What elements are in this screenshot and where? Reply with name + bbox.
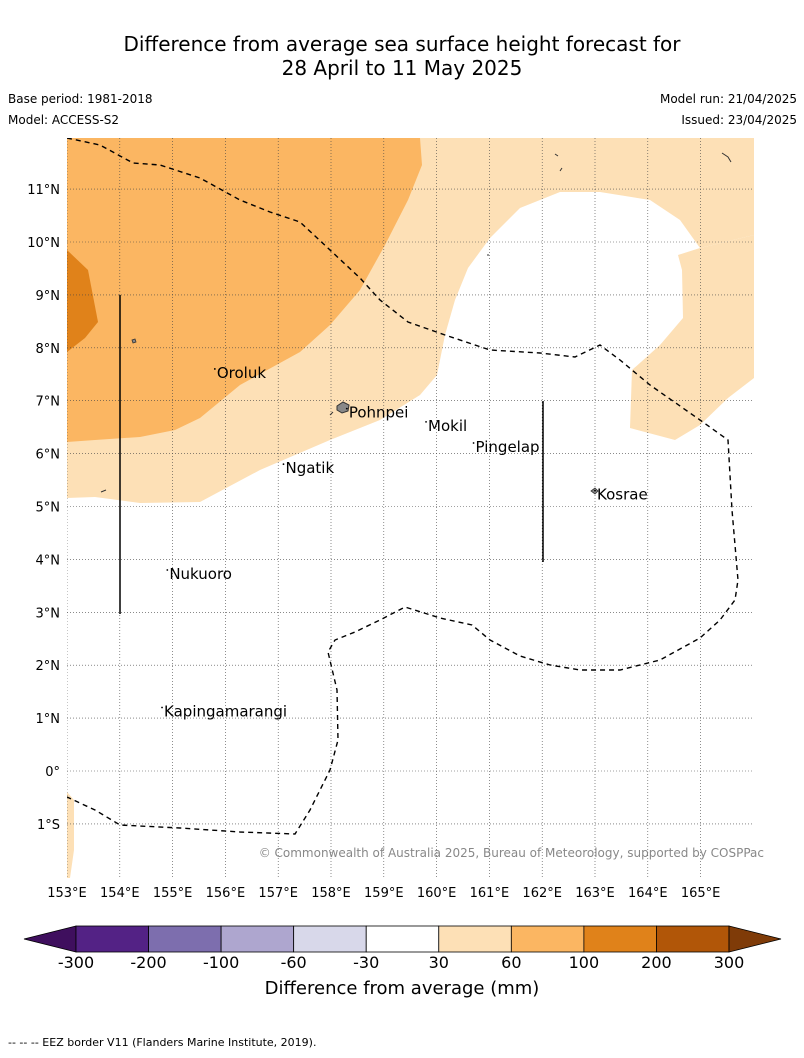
colorbar-tick-label: 200: [641, 953, 672, 972]
lat-tick-label: 5°N: [36, 501, 61, 516]
latitude-labels: 11°N 10°N 9°N 8°N 7°N 6°N 5°N 4°N 3°N 2°N 1°N 0° 1°S: [27, 183, 60, 833]
lat-tick-label: 8°N: [36, 342, 61, 357]
lon-tick-label: 160°E: [417, 886, 457, 901]
eez-border-north: [67, 138, 739, 835]
colorbar-segment: [656, 925, 730, 953]
islet-north-1: [554, 153, 559, 157]
place-marker: [166, 569, 169, 571]
lat-tick-label: 11°N: [27, 183, 60, 198]
colorbar-tick-label: -30: [353, 953, 379, 972]
islet-north-2: [721, 152, 732, 163]
lon-tick-label: 162°E: [522, 886, 562, 901]
lon-tick-label: 165°E: [681, 886, 721, 901]
colorbar-tick-label: -60: [281, 953, 307, 972]
map-title: Difference from average sea surface heig…: [0, 32, 804, 80]
model-name: Model: ACCESS-S2: [8, 113, 120, 127]
place-label: Pingelap: [476, 438, 540, 456]
colorbar: -300 -200 -100 -60 -30 30 60 100 200 300: [23, 925, 782, 972]
colorbar-tick-label: 100: [569, 953, 600, 972]
issued-date: Issued: 23/04/2025: [681, 113, 797, 127]
place-label: Mokil: [428, 417, 467, 435]
place-label: Oroluk: [217, 364, 266, 382]
lat-tick-label: 10°N: [27, 236, 60, 251]
colorbar-segment: [438, 925, 512, 953]
place-label: Ngatik: [285, 459, 334, 477]
place-marker: [282, 463, 285, 466]
lon-tick-label: 154°E: [100, 886, 140, 901]
lat-tick-label: 1°S: [37, 818, 60, 833]
lon-tick-label: 164°E: [628, 886, 668, 901]
colorbar-ticks: -300 -200 -100 -60 -30 30 60 100 200 300: [58, 953, 744, 972]
title-line-2: 28 April to 11 May 2025: [281, 56, 523, 80]
colorbar-tick-label: -100: [203, 953, 239, 972]
lon-tick-label: 159°E: [364, 886, 404, 901]
lon-tick-label: 163°E: [575, 886, 615, 901]
lon-tick-label: 155°E: [153, 886, 193, 901]
colorbar-segment: [365, 925, 440, 953]
place-labels: Oroluk Pohnpei Mokil Pingelap Ngatik Kosrae Nu…: [161, 364, 648, 721]
place-marker: [425, 420, 427, 423]
colorbar-segment: [293, 925, 367, 953]
lon-tick-label: 156°E: [206, 886, 246, 901]
colorbar-tick-label: -200: [130, 953, 166, 972]
colorbar-extend-high: [728, 925, 782, 953]
lon-tick-label: 153°E: [47, 886, 87, 901]
colorbar-tick-label: 300: [714, 953, 745, 972]
lon-tick-label: 161°E: [470, 886, 510, 901]
colorbar-tick-label: 30: [429, 953, 449, 972]
anomaly-region-light-east: [630, 235, 754, 440]
anomaly-region-light-south: [67, 792, 74, 878]
islet-small-2: [100, 489, 107, 493]
colorbar-segment: [148, 925, 222, 953]
colorbar-extend-low: [23, 925, 77, 953]
colorbar-tick-label: -300: [58, 953, 94, 972]
place-label: Nukuoro: [169, 565, 232, 583]
anomaly-region-strong: [67, 250, 98, 352]
lat-tick-label: 9°N: [36, 289, 61, 304]
eez-legend-note: -- -- -- EEZ border V11 (Flanders Marine…: [8, 1036, 317, 1049]
lon-tick-label: 158°E: [311, 886, 351, 901]
title-line-1: Difference from average sea surface heig…: [123, 32, 681, 56]
islet-small-3: [329, 411, 334, 416]
islet-west: [131, 338, 137, 344]
lon-tick-label: 157°E: [258, 886, 298, 901]
place-label: Pohnpei: [349, 404, 409, 422]
colorbar-tick-label: 60: [501, 953, 521, 972]
place-marker: [594, 489, 596, 492]
lat-tick-label: 6°N: [36, 448, 61, 463]
islet-north-3: [559, 167, 563, 172]
pohnpei-island: [336, 401, 350, 414]
colorbar-segment: [220, 925, 295, 953]
colorbar-segment: [510, 925, 585, 953]
place-marker: [213, 368, 216, 370]
map-area: Oroluk Pohnpei Mokil Pingelap Ngatik Kosrae Nu…: [67, 138, 754, 878]
place-marker: [472, 442, 475, 444]
lat-tick-label: 4°N: [36, 553, 61, 568]
place-label: Kapingamarangi: [164, 703, 287, 721]
base-period: Base period: 1981-2018: [8, 92, 153, 106]
lat-tick-label: 3°N: [36, 606, 61, 621]
colorbar-segment: [583, 925, 657, 953]
lat-tick-label: 2°N: [36, 659, 61, 674]
anomaly-region-medium: [67, 138, 422, 442]
lat-tick-label: 7°N: [36, 395, 61, 410]
colorbar-segment: [75, 925, 149, 953]
colorbar-title: Difference from average (mm): [264, 978, 540, 999]
lat-tick-label: 0°: [45, 765, 60, 780]
copyright-text: © Commonwealth of Australia 2025, Bureau…: [259, 846, 764, 860]
lat-tick-label: 1°N: [36, 712, 61, 727]
model-run: Model run: 21/04/2025: [659, 92, 797, 106]
colorbar-boxes: [23, 925, 782, 953]
place-label: Kosrae: [597, 486, 648, 504]
place-marker: [161, 706, 163, 709]
place-marker: [345, 407, 348, 410]
longitude-labels: 153°E 154°E 155°E 156°E 157°E 158°E 159°E 160°E…: [47, 886, 720, 901]
